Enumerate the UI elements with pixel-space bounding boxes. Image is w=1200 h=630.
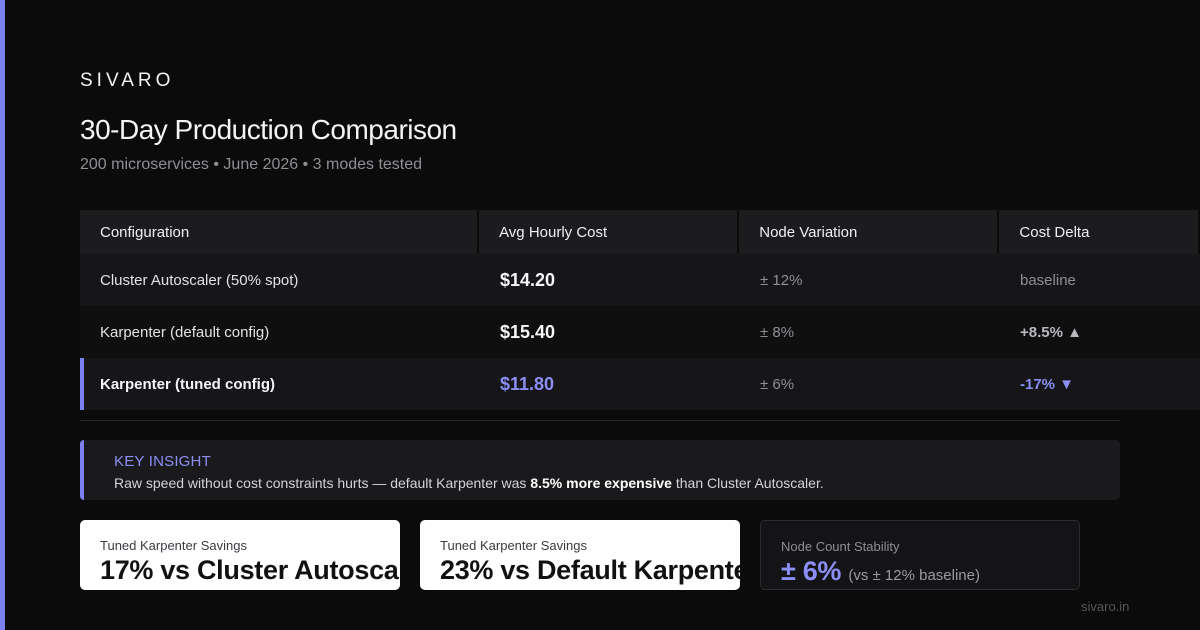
brand-logo: SIVARO bbox=[80, 70, 175, 91]
variation-cell: ± 8% bbox=[760, 323, 795, 341]
page-subtitle: 200 microservices • June 2026 • 3 modes … bbox=[80, 156, 423, 173]
card-value: 23% vs Default Karpenter bbox=[440, 555, 740, 585]
insight-title: KEY INSIGHT bbox=[114, 453, 211, 470]
card-label: Tuned Karpenter Savings bbox=[440, 538, 587, 553]
column-header-node-variation: Node Variation bbox=[739, 210, 998, 254]
card-value: ± 6% bbox=[781, 556, 842, 586]
variation-cell: ± 12% bbox=[760, 271, 803, 289]
insight-text-before: Raw speed without cost constraints hurts… bbox=[114, 475, 531, 491]
column-header-configuration: Configuration bbox=[80, 210, 478, 254]
delta-cell: -17% ▼ bbox=[1020, 375, 1075, 393]
accent-bar bbox=[0, 0, 5, 630]
table-row: Cluster Autoscaler (50% spot) $14.20 ± 1… bbox=[80, 254, 1200, 306]
cost-cell: $15.40 bbox=[500, 321, 556, 342]
footer-url: sivaro.in bbox=[1081, 599, 1130, 614]
key-insight-callout: KEY INSIGHT Raw speed without cost const… bbox=[80, 440, 1120, 500]
card-note: (vs ± 12% baseline) bbox=[848, 567, 980, 584]
delta-cell: +8.5% ▲ bbox=[1020, 323, 1082, 341]
stat-card-savings-vs-cluster-autoscaler: Tuned Karpenter Savings 17% vs Cluster A… bbox=[80, 520, 400, 590]
card-value-row: ± 6% (vs ± 12% baseline) bbox=[781, 556, 1079, 587]
page-title: 30-Day Production Comparison bbox=[80, 114, 457, 145]
delta-cell: baseline bbox=[1020, 271, 1076, 289]
card-value: 17% vs Cluster Autoscaler bbox=[100, 555, 400, 585]
configuration-cell: Karpenter (default config) bbox=[100, 323, 270, 341]
table-header-row: Configuration Avg Hourly Cost Node Varia… bbox=[80, 210, 1200, 254]
table-row-highlighted: Karpenter (tuned config) $11.80 ± 6% -17… bbox=[80, 358, 1200, 410]
configuration-cell: Karpenter (tuned config) bbox=[100, 375, 275, 393]
comparison-table: Configuration Avg Hourly Cost Node Varia… bbox=[80, 210, 1200, 410]
insight-text: Raw speed without cost constraints hurts… bbox=[114, 475, 1120, 491]
stat-card-savings-vs-default-karpenter: Tuned Karpenter Savings 23% vs Default K… bbox=[420, 520, 740, 590]
insight-text-bold: 8.5% more expensive bbox=[530, 475, 672, 491]
card-label: Tuned Karpenter Savings bbox=[100, 538, 247, 553]
column-header-avg-hourly-cost: Avg Hourly Cost bbox=[479, 210, 738, 254]
table-row: Karpenter (default config) $15.40 ± 8% +… bbox=[80, 306, 1200, 358]
configuration-cell: Cluster Autoscaler (50% spot) bbox=[100, 271, 299, 289]
stat-card-node-count-stability: Node Count Stability ± 6% (vs ± 12% base… bbox=[760, 520, 1080, 590]
variation-cell: ± 6% bbox=[760, 375, 795, 393]
insight-text-after: than Cluster Autoscaler. bbox=[671, 475, 824, 491]
cost-cell: $11.80 bbox=[500, 373, 555, 394]
divider bbox=[80, 420, 1120, 421]
cost-cell: $14.20 bbox=[500, 269, 556, 290]
card-label: Node Count Stability bbox=[781, 539, 900, 554]
column-header-cost-delta: Cost Delta bbox=[999, 210, 1198, 254]
